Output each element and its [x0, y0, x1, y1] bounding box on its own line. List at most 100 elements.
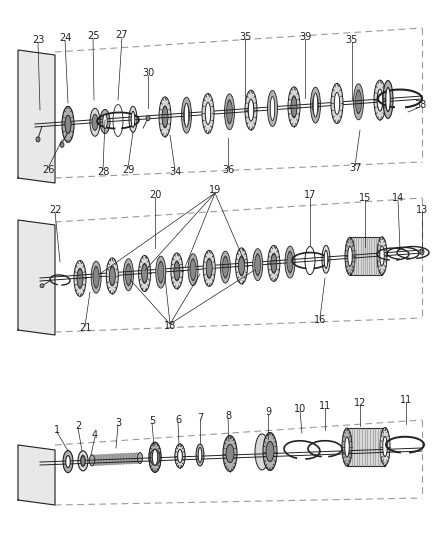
Text: 17: 17 [304, 190, 316, 200]
Ellipse shape [420, 249, 424, 255]
Text: 2: 2 [75, 421, 81, 431]
Text: 11: 11 [319, 401, 331, 411]
Ellipse shape [109, 454, 114, 465]
Polygon shape [18, 220, 55, 335]
Text: 25: 25 [87, 31, 99, 41]
Ellipse shape [129, 106, 137, 132]
Ellipse shape [266, 441, 274, 462]
Text: 11: 11 [400, 395, 412, 405]
Text: 36: 36 [222, 165, 234, 175]
Text: 29: 29 [122, 165, 134, 175]
Ellipse shape [175, 444, 185, 468]
Ellipse shape [171, 253, 183, 289]
Text: 5: 5 [149, 416, 155, 426]
Ellipse shape [104, 454, 109, 465]
Ellipse shape [106, 454, 111, 465]
Ellipse shape [118, 454, 123, 464]
Ellipse shape [78, 451, 88, 471]
Ellipse shape [271, 254, 277, 272]
Text: 12: 12 [354, 398, 366, 408]
Ellipse shape [92, 455, 97, 466]
Ellipse shape [112, 454, 117, 465]
Ellipse shape [268, 91, 278, 126]
Ellipse shape [146, 116, 150, 120]
Text: 10: 10 [294, 404, 306, 414]
Ellipse shape [138, 255, 151, 292]
Ellipse shape [269, 98, 276, 119]
Ellipse shape [380, 427, 390, 465]
Ellipse shape [150, 449, 160, 465]
Ellipse shape [345, 237, 355, 275]
Ellipse shape [380, 246, 384, 266]
Ellipse shape [90, 108, 100, 136]
Ellipse shape [342, 428, 352, 466]
Text: 34: 34 [169, 167, 181, 177]
Ellipse shape [348, 246, 352, 266]
Bar [347, 428, 385, 466]
Ellipse shape [239, 256, 244, 276]
Ellipse shape [324, 251, 328, 268]
Ellipse shape [93, 114, 97, 130]
Ellipse shape [271, 253, 276, 273]
Ellipse shape [129, 453, 134, 464]
Ellipse shape [141, 264, 148, 282]
Ellipse shape [191, 259, 195, 281]
Ellipse shape [152, 449, 158, 465]
Ellipse shape [254, 255, 261, 274]
Ellipse shape [156, 256, 166, 288]
Text: 13: 13 [416, 205, 428, 215]
Ellipse shape [77, 269, 83, 288]
Text: 9: 9 [265, 407, 271, 417]
Ellipse shape [95, 455, 100, 466]
Ellipse shape [91, 261, 101, 293]
Ellipse shape [386, 87, 390, 111]
Ellipse shape [203, 251, 215, 286]
Text: 39: 39 [299, 32, 311, 42]
Ellipse shape [126, 453, 131, 464]
Ellipse shape [158, 262, 164, 282]
Ellipse shape [174, 261, 180, 281]
Ellipse shape [322, 245, 330, 273]
Ellipse shape [81, 456, 85, 465]
Text: 15: 15 [359, 193, 371, 203]
Ellipse shape [220, 251, 230, 283]
Ellipse shape [312, 94, 318, 116]
Ellipse shape [205, 102, 211, 125]
Ellipse shape [103, 115, 107, 128]
Ellipse shape [334, 92, 340, 115]
Ellipse shape [98, 455, 103, 465]
Ellipse shape [353, 84, 364, 120]
Ellipse shape [205, 103, 211, 124]
Ellipse shape [270, 96, 275, 120]
Ellipse shape [149, 442, 161, 472]
Ellipse shape [110, 266, 115, 286]
Ellipse shape [227, 445, 233, 463]
Ellipse shape [94, 266, 99, 288]
Ellipse shape [190, 260, 196, 280]
Bar [350, 237, 382, 275]
Ellipse shape [196, 444, 204, 466]
Ellipse shape [356, 91, 361, 113]
Ellipse shape [62, 107, 74, 142]
Ellipse shape [100, 109, 110, 133]
Ellipse shape [268, 245, 280, 281]
Ellipse shape [40, 284, 44, 288]
Text: 26: 26 [42, 165, 54, 175]
Ellipse shape [374, 80, 386, 120]
Ellipse shape [184, 104, 190, 126]
Ellipse shape [226, 445, 234, 463]
Ellipse shape [223, 256, 228, 278]
Ellipse shape [92, 114, 98, 130]
Ellipse shape [178, 449, 182, 463]
Ellipse shape [383, 437, 387, 456]
Ellipse shape [288, 251, 292, 273]
Ellipse shape [207, 259, 212, 278]
Ellipse shape [132, 453, 137, 464]
Ellipse shape [223, 257, 228, 277]
Ellipse shape [65, 115, 71, 133]
Ellipse shape [225, 94, 234, 130]
Ellipse shape [202, 93, 214, 133]
Text: 14: 14 [392, 193, 404, 203]
Text: 35: 35 [239, 32, 251, 42]
Text: 21: 21 [79, 323, 91, 333]
